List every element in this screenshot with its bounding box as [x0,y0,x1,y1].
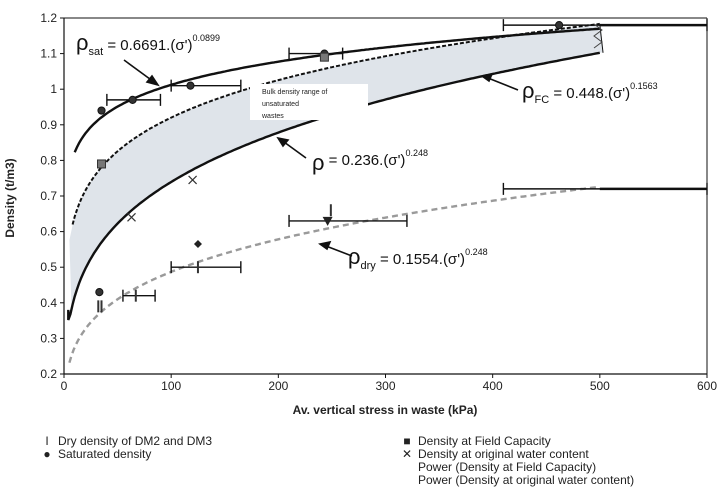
arrow-fc-head [480,72,494,83]
legend-label-dry: Dry density of DM2 and DM3 [58,434,213,448]
legend-item-saturated: ● Saturated density [36,448,212,461]
x-axis-label: Av. vertical stress in waste (kPa) [293,403,478,417]
annotation-line3: wastes [261,113,284,120]
annotation-box [250,84,368,120]
legend-label-power-fc: Power (Density at Field Capacity) [418,460,597,474]
legend-left: I Dry density of DM2 and DM3 ● Saturated d… [36,435,212,461]
point-s1-1 [97,106,106,115]
legend-label-fc: Density at Field Capacity [418,434,551,448]
equation-mid: ρ = 0.236.(σ')0.248 [312,148,428,175]
x-tick-label-6: 600 [697,379,717,393]
y-tick-label-9: 1.1 [40,47,57,61]
y-tick-label-3: 0.5 [40,260,57,274]
y-tick-label-7: 0.9 [40,118,57,132]
curve-dry [68,185,599,364]
point-s2-1 [319,52,329,62]
arrow-mid [283,141,307,159]
point-s2-0 [97,159,107,169]
y-tick-label-5: 0.7 [40,189,57,203]
band-break-mark [593,23,603,49]
equation-arrows [123,59,519,257]
x-tick-label-1: 100 [161,379,181,393]
legend-item-power-orig: Power (Density at original water content… [396,474,634,487]
legend-label-saturated: Saturated density [58,447,152,461]
point-s3-0 [127,212,136,222]
x-tick-label-0: 0 [61,379,68,393]
legend-item-fc: ■ Density at Field Capacity [396,435,634,448]
bar-marker-icon: I [45,434,49,448]
point-extra-0 [193,240,202,249]
equation-dry: ρdry = 0.1554.(σ')0.248 [348,244,488,272]
point-extra-1 [322,216,333,226]
y-tick-label-10: 1.2 [40,11,57,25]
legend-item-dry: I Dry density of DM2 and DM3 [36,435,212,448]
legend-label-orig: Density at original water content [418,447,589,461]
point-s3-1 [188,175,198,185]
arrow-fc [487,77,519,91]
arrow-dry-head [318,240,332,251]
y-tick-label-0: 0.2 [40,367,57,381]
curve-mid-end [599,25,604,53]
legend-item-power-fc: Power (Density at Field Capacity) [396,461,634,474]
point-s1-0 [95,288,104,297]
arrow-sat [123,59,155,83]
x-tick-label-5: 500 [590,379,610,393]
y-tick-label-2: 0.4 [40,296,57,310]
point-s1-5 [555,21,564,30]
circle-marker-icon: ● [43,447,51,461]
chart-plot: 0 100 200 300 400 500 600 0.2 0.3 0.4 0.5 0.6 0.7 0.8… [3,11,717,417]
y-tick-label-8: 1 [50,82,57,96]
x-tick-label-3: 300 [375,379,395,393]
shaded-band [69,25,603,310]
annotation-line1: Bulk density range of [262,89,327,96]
legend-label-power-orig: Power (Density at original water content… [418,473,635,487]
legend-right: ■ Density at Field Capacity ✕ Density at o… [396,435,634,487]
y-tick-label-4: 0.6 [40,225,57,239]
annotation-line2: unsaturated [262,101,299,108]
equation-fc: ρFC = 0.448.(σ')0.1563 [522,78,658,106]
x-tick-label-4: 400 [483,379,503,393]
equation-sat: ρsat = 0.6691.(σ')0.0899 [76,30,220,58]
arrow-dry [325,245,353,257]
legend-item-orig: ✕ Density at original water content [396,448,634,461]
curve-fc [71,22,600,225]
point-s1-3 [186,81,195,90]
point-s1-2 [128,95,137,104]
square-marker-icon: ■ [403,434,411,448]
y-axis-label: Density (t/m3) [3,158,17,237]
arrow-mid-head [276,136,290,148]
x-tick-label-2: 200 [268,379,288,393]
y-tick-label-1: 0.3 [40,331,57,345]
x-marker-icon: ✕ [401,447,413,461]
y-tick-label-6: 0.8 [40,153,57,167]
arrow-sat-head [145,74,160,87]
